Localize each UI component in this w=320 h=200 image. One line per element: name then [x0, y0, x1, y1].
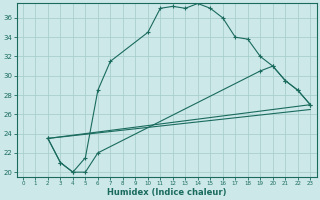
- X-axis label: Humidex (Indice chaleur): Humidex (Indice chaleur): [107, 188, 226, 197]
